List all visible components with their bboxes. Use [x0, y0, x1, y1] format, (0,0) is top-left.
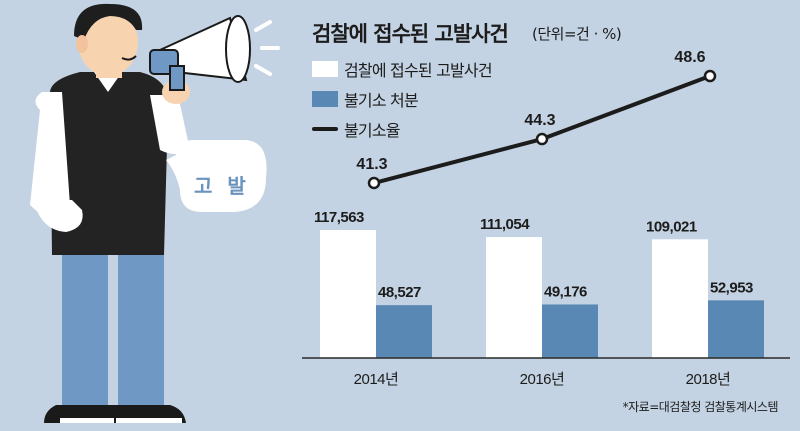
legend-item-received: 검찰에 접수된 고발사건 [312, 58, 493, 80]
bar-nonprosecution-1 [376, 305, 432, 358]
x-tick-label-1: 2014년 [354, 371, 399, 388]
line-rate-point-3 [703, 69, 717, 83]
megaphone-man-illustration [30, 3, 280, 423]
bar-received-2 [486, 237, 542, 358]
data-label-received-2: 111,054 [480, 216, 530, 233]
x-tick-label-3: 2018년 [686, 371, 731, 388]
bar-received-3 [652, 239, 708, 358]
sound-lines-icon [254, 20, 280, 76]
legend-item-rate: 불기소율 [312, 118, 400, 140]
legend-swatch-nonprosecution [312, 91, 338, 107]
legend-label-received: 검찰에 접수된 고발사건 [344, 61, 493, 80]
speech-bubble-text: 고 발 [194, 174, 250, 198]
bar-nonprosecution-3 [708, 300, 764, 358]
legend-label-nonprosecution: 불기소 처분 [344, 91, 419, 110]
speech-bubble [166, 140, 267, 212]
data-label-received-3: 109,021 [646, 218, 697, 235]
source-note: *자료=대검찰청 검찰통계시스템 [622, 400, 779, 414]
legend-swatch-rate [312, 127, 338, 131]
bar-received-1 [320, 230, 376, 358]
megaphone-icon [149, 15, 251, 91]
data-label-nonprosecution-3: 52,953 [710, 279, 753, 296]
chart-unit: (단위=건 · %) [532, 25, 622, 43]
chart-title: 검찰에 접수된 고발사건 [312, 22, 509, 46]
data-label-rate-2: 44.3 [524, 112, 555, 129]
line-rate-point-2 [535, 132, 549, 146]
x-tick-label-2: 2016년 [520, 371, 565, 388]
legend-label-rate: 불기소율 [344, 121, 400, 140]
legend-item-nonprosecution: 불기소 처분 [312, 88, 419, 110]
data-label-nonprosecution-2: 49,176 [544, 283, 587, 300]
data-label-nonprosecution-1: 48,527 [378, 284, 421, 301]
data-label-received-1: 117,563 [314, 209, 364, 226]
legend-swatch-received [312, 61, 338, 77]
bar-nonprosecution-2 [542, 304, 598, 358]
data-label-rate-3: 48.6 [674, 49, 705, 66]
data-label-rate-1: 41.3 [356, 156, 387, 173]
line-rate-point-1 [367, 176, 381, 190]
line-rate [373, 74, 711, 185]
